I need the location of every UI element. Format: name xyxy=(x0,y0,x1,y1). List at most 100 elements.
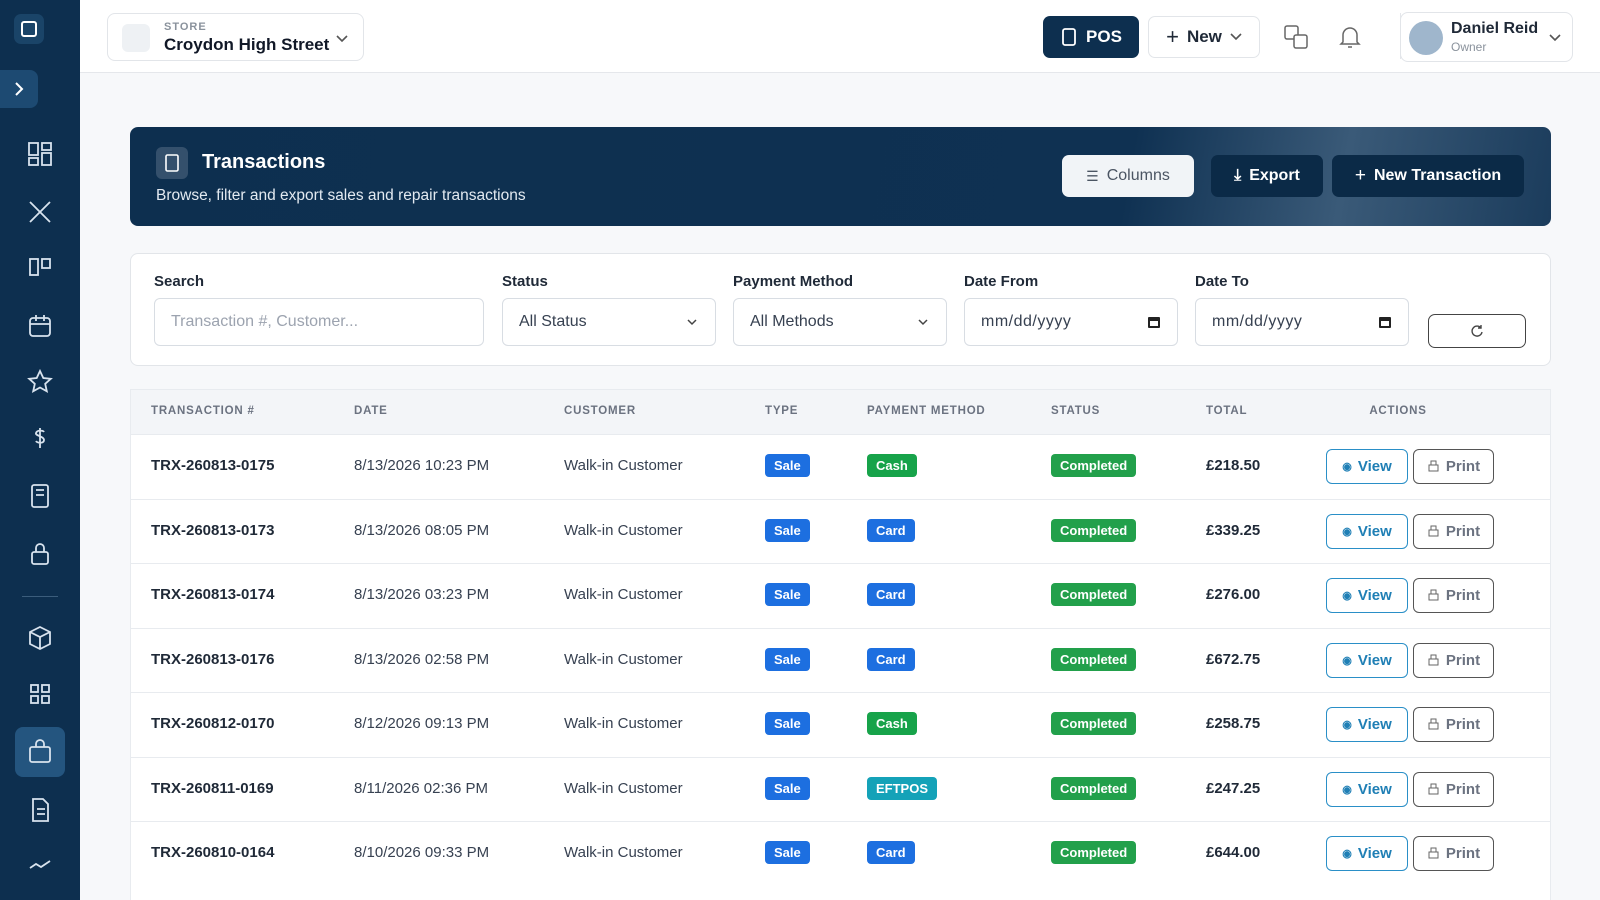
transaction-id: TRX-260813-0175 xyxy=(151,457,275,474)
view-label: View xyxy=(1357,780,1392,798)
type-badge: Sale xyxy=(765,583,810,606)
column-header: ACTIONS xyxy=(1369,405,1427,417)
notification-icon[interactable] xyxy=(1338,24,1362,50)
store-icon xyxy=(122,24,150,52)
sidebar xyxy=(0,0,80,900)
view-label: View xyxy=(1357,845,1392,862)
view-button[interactable]: ◉ View xyxy=(1326,707,1408,742)
pos-label: POS xyxy=(1086,27,1122,46)
print-button[interactable]: Print xyxy=(1413,642,1494,678)
type-badge: Sale xyxy=(765,776,810,800)
customer: Walk-in Customer xyxy=(564,586,683,603)
new-transaction-button[interactable]: + New Transaction xyxy=(1332,155,1524,197)
user-name: Daniel Reid xyxy=(1451,20,1539,37)
view-label: View xyxy=(1357,522,1392,540)
filter-value: Transaction #, Customer... xyxy=(171,313,359,330)
filter-value: mm/dd/yyyy xyxy=(981,313,1072,330)
view-button[interactable]: ◉ View xyxy=(1326,513,1408,549)
print-button[interactable]: Print xyxy=(1413,513,1494,549)
print-button[interactable]: Print xyxy=(1413,578,1494,613)
customer: Walk-in Customer xyxy=(564,779,683,797)
payment-badge: Card xyxy=(867,647,915,671)
payment-badge: Card xyxy=(867,841,915,864)
customer: Walk-in Customer xyxy=(564,457,683,474)
nav-calendar[interactable] xyxy=(26,312,54,340)
total: £644.00 xyxy=(1206,844,1261,861)
status-badge: Completed xyxy=(1051,712,1137,735)
payment-badge: Cash xyxy=(867,454,917,477)
view-button[interactable]: ◉ View xyxy=(1326,771,1408,807)
collapse-toggle[interactable] xyxy=(0,70,38,108)
nav-documents[interactable] xyxy=(26,796,54,824)
nav-apps[interactable] xyxy=(26,680,54,708)
user-menu[interactable]: Daniel Reid Owner xyxy=(1400,12,1573,62)
view-icon: ◉ xyxy=(1342,461,1352,473)
customer: Walk-in Customer xyxy=(564,521,683,539)
view-icon: ◉ xyxy=(1342,590,1352,602)
nav-locks[interactable] xyxy=(26,540,54,568)
status-badge: Completed xyxy=(1051,583,1137,606)
print-icon xyxy=(1428,783,1439,794)
nav-sales[interactable] xyxy=(26,738,54,766)
print-button[interactable]: Print xyxy=(1413,771,1494,807)
header-subtitle: Browse, filter and export sales and repa… xyxy=(156,187,526,204)
language-icon[interactable] xyxy=(1283,24,1309,50)
nav-dashboard[interactable] xyxy=(26,140,54,168)
row-divider xyxy=(130,627,1551,629)
reset-button[interactable] xyxy=(1428,314,1526,348)
payment-badge: EFTPOS xyxy=(867,776,938,800)
transaction-id: TRX-260813-0174 xyxy=(151,586,275,603)
store-label: STORE xyxy=(164,21,207,33)
nav-inventory[interactable] xyxy=(26,624,54,652)
view-button[interactable]: ◉ View xyxy=(1326,642,1408,678)
filter-input[interactable]: mm/dd/yyyy xyxy=(964,298,1178,346)
filter-label: Date To xyxy=(1195,273,1249,290)
filter-input[interactable]: Transaction #, Customer... xyxy=(154,298,484,346)
new-button[interactable]: + New xyxy=(1148,16,1260,58)
print-label: Print xyxy=(1445,845,1481,862)
column-header: PAYMENT METHOD xyxy=(867,405,986,417)
total: £258.75 xyxy=(1206,715,1261,732)
pos-button[interactable]: POS xyxy=(1043,16,1139,58)
column-header: TRANSACTION # xyxy=(151,405,255,417)
nav-finance[interactable] xyxy=(26,424,54,452)
nav-board[interactable] xyxy=(26,254,54,282)
view-button[interactable]: ◉ View xyxy=(1326,836,1408,871)
print-icon xyxy=(1428,525,1439,536)
print-icon xyxy=(1428,654,1439,665)
status-badge: Completed xyxy=(1051,454,1137,477)
nav-repairs[interactable] xyxy=(26,198,54,226)
dropdown-arrow xyxy=(918,319,928,326)
columns-button[interactable]: ☰ Columns xyxy=(1062,155,1194,197)
print-button[interactable]: Print xyxy=(1413,707,1494,742)
filter-input[interactable]: All Methods xyxy=(733,298,947,346)
print-button[interactable]: Print xyxy=(1413,449,1494,484)
payment-badge: Card xyxy=(867,518,915,542)
view-button[interactable]: ◉ View xyxy=(1326,449,1408,484)
view-label: View xyxy=(1357,651,1392,669)
payment-badge: Card xyxy=(867,583,915,606)
nav-devices[interactable] xyxy=(26,482,54,510)
print-label: Print xyxy=(1445,651,1481,669)
dropdown-arrow xyxy=(687,319,697,326)
transaction-date: 8/13/2026 10:23 PM xyxy=(354,457,490,474)
header-title: Transactions xyxy=(202,151,326,173)
view-icon: ◉ xyxy=(1342,783,1352,796)
print-button[interactable]: Print xyxy=(1413,836,1494,871)
store-name: Croydon High Street xyxy=(164,35,330,54)
print-label: Print xyxy=(1445,587,1481,604)
type-badge: Sale xyxy=(765,454,810,477)
nav-reports[interactable] xyxy=(26,852,54,880)
transaction-id: TRX-260810-0164 xyxy=(151,844,275,861)
print-label: Print xyxy=(1445,458,1481,475)
transaction-date: 8/13/2026 02:58 PM xyxy=(354,650,490,668)
export-button[interactable]: ⤓ Export xyxy=(1211,155,1323,197)
row-divider xyxy=(130,756,1551,758)
filter-input[interactable]: mm/dd/yyyy xyxy=(1195,298,1409,346)
view-icon: ◉ xyxy=(1342,525,1352,538)
filter-input[interactable]: All Status xyxy=(502,298,716,346)
view-button[interactable]: ◉ View xyxy=(1326,578,1408,613)
store-selector[interactable]: STORE Croydon High Street xyxy=(107,13,364,61)
nav-favorites[interactable] xyxy=(26,368,54,396)
